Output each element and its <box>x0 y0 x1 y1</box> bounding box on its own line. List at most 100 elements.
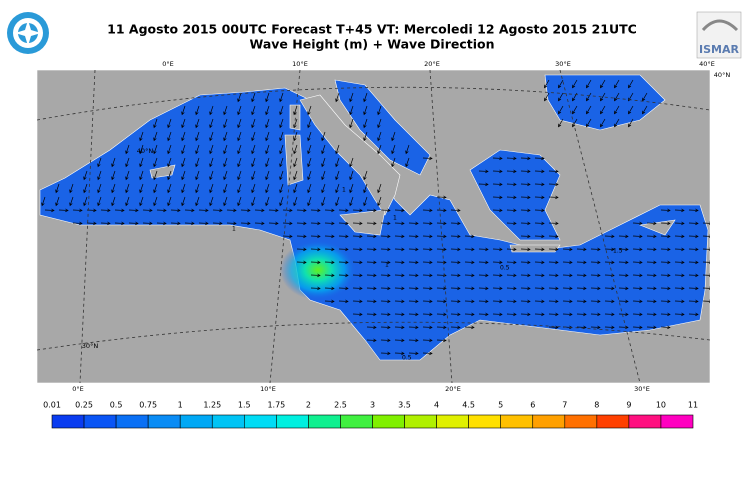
arrow <box>380 208 391 213</box>
arrow <box>394 234 405 239</box>
arrow <box>600 118 606 128</box>
arrow <box>604 312 615 317</box>
adriatic <box>334 79 431 176</box>
arrow <box>674 234 685 239</box>
arrow <box>534 208 545 213</box>
arrow <box>349 92 354 103</box>
arrow <box>464 286 475 291</box>
arrow <box>394 338 405 343</box>
arrow <box>506 221 517 226</box>
arrow <box>614 92 620 102</box>
arrow <box>212 208 223 213</box>
arrow <box>377 144 382 155</box>
arrow <box>422 299 433 304</box>
arrow <box>688 260 699 265</box>
arrow <box>436 325 447 330</box>
arrow <box>153 157 158 168</box>
arrow <box>153 183 158 194</box>
arrow <box>310 208 321 213</box>
arrow <box>492 208 503 213</box>
arrow <box>492 156 503 161</box>
arrow <box>558 105 564 115</box>
arrow <box>464 247 475 252</box>
arrow <box>349 118 354 129</box>
arrow <box>72 221 83 226</box>
arrow <box>55 196 60 207</box>
arrow <box>478 169 489 174</box>
arrow <box>450 208 461 213</box>
arrow <box>544 92 550 102</box>
arrow <box>251 157 256 168</box>
arrow <box>265 196 270 207</box>
arrow <box>251 105 256 116</box>
arrow <box>548 169 559 174</box>
arrow <box>83 183 88 194</box>
arrow <box>226 208 237 213</box>
arrow <box>352 208 363 213</box>
arrow <box>408 260 419 265</box>
arrow <box>702 234 710 239</box>
arrow <box>394 260 405 265</box>
arrow <box>100 221 111 226</box>
arrow <box>293 170 298 181</box>
arrow <box>380 312 391 317</box>
arrow <box>548 221 559 226</box>
arrow <box>618 312 629 317</box>
arrow <box>422 247 433 252</box>
arrow <box>674 312 685 317</box>
arrow <box>660 312 671 317</box>
arrow <box>195 118 200 129</box>
arrow <box>111 170 116 181</box>
arrow <box>251 131 256 142</box>
colorbar-label: 10 <box>656 401 666 410</box>
arrow <box>111 183 116 194</box>
arrow <box>464 325 475 330</box>
arrow <box>142 208 153 213</box>
arrow <box>268 221 279 226</box>
arrow <box>618 273 629 278</box>
arrow <box>223 170 228 181</box>
arrow <box>324 273 335 278</box>
arrow <box>296 260 307 265</box>
arrow <box>209 196 214 207</box>
arrow <box>41 196 46 207</box>
arrow <box>586 105 592 115</box>
arrow <box>422 273 433 278</box>
lon-label: 20°E <box>445 385 461 393</box>
arrow <box>590 312 601 317</box>
graticule <box>37 70 710 383</box>
arrow <box>279 144 284 155</box>
arrow <box>209 118 214 129</box>
arrow <box>296 247 307 252</box>
arrow <box>265 170 270 181</box>
arrow <box>436 208 447 213</box>
arrow <box>548 312 559 317</box>
arrow <box>544 79 550 89</box>
arrow <box>394 312 405 317</box>
colorbar-box <box>340 414 373 429</box>
arrow <box>139 183 144 194</box>
arrow <box>209 144 214 155</box>
arrow <box>265 118 270 129</box>
arrow <box>366 325 377 330</box>
arrow <box>604 299 615 304</box>
colorbar-box <box>51 414 85 429</box>
arrow <box>335 183 340 194</box>
arrow <box>349 157 354 168</box>
arrow <box>604 234 615 239</box>
arrow <box>338 299 349 304</box>
arrow <box>492 195 503 200</box>
contour-label: 0.5 <box>500 265 510 272</box>
arrow <box>618 247 629 252</box>
arrow <box>279 170 284 181</box>
arrow <box>268 208 279 213</box>
colorbar-label: 3 <box>370 401 375 410</box>
arrow <box>279 105 284 116</box>
arrow <box>321 183 326 194</box>
colorbar-label: 0.01 <box>43 401 61 410</box>
arrow <box>548 273 559 278</box>
arrow <box>310 221 321 226</box>
arrow <box>139 131 144 142</box>
arrow <box>310 273 321 278</box>
